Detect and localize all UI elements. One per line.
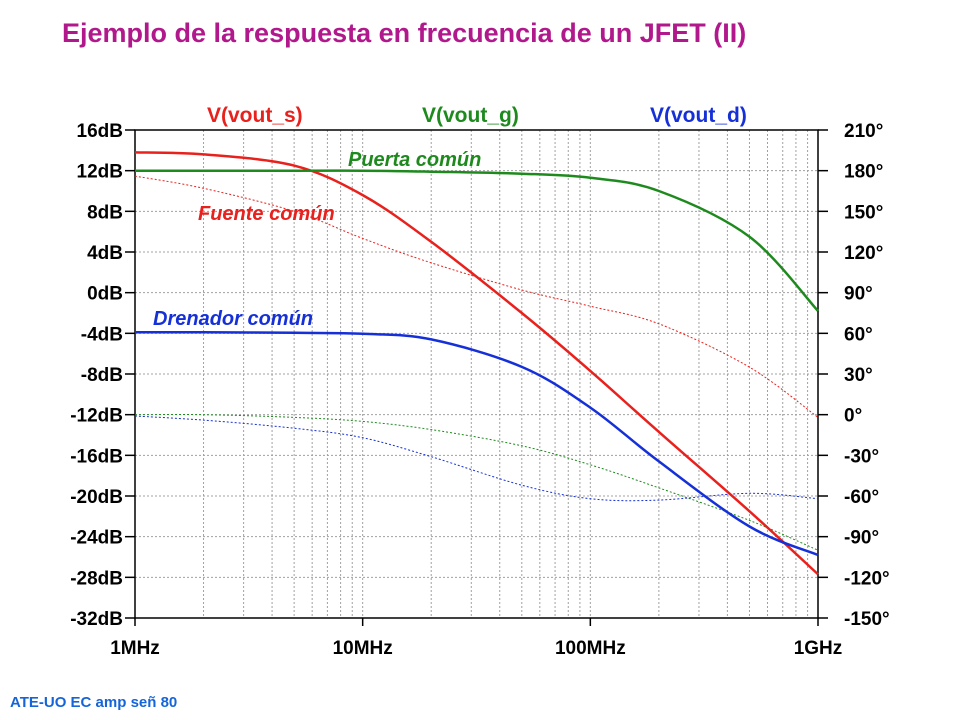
annotations: Puerta común Fuente común Drenador común — [153, 149, 481, 330]
y-left-tick-label: 12dB — [77, 162, 123, 183]
y-right-tick-label: -90° — [844, 528, 879, 549]
legend: V(vout_s) V(vout_g) V(vout_d) — [207, 104, 747, 127]
y-left-tick-label: -20dB — [70, 487, 123, 508]
y-right-tick-label: 90° — [844, 284, 873, 305]
y-left-tick-label: -12dB — [70, 406, 123, 427]
y-left-tick-label: -24dB — [70, 528, 123, 549]
y-left-tick-label: 16dB — [77, 121, 123, 142]
tick-labels: 16dB 12dB 8dB 4dB 0dB -4dB -8dB -12dB -16dB -20dB… — [70, 121, 889, 659]
y-right-tick-label: 30° — [844, 365, 873, 386]
y-right-tick-label: -150° — [844, 609, 890, 630]
annotation-drenador-comun: Drenador común — [153, 308, 313, 330]
y-right-tick-label: 180° — [844, 162, 883, 183]
footer-text: ATE-UO EC amp señ 80 — [10, 694, 178, 711]
y-right-tick-label: -30° — [844, 446, 879, 467]
slide-title: Ejemplo de la respuesta en frecuencia de… — [62, 18, 747, 48]
y-left-tick-label: -28dB — [70, 568, 123, 589]
y-right-tick-label: 60° — [844, 324, 873, 345]
grid — [134, 129, 818, 619]
y-left-tick-label: 4dB — [87, 243, 123, 264]
magnitude-curves — [134, 151, 819, 576]
y-left-tick-label: -32dB — [70, 609, 123, 630]
phase-curves — [134, 175, 819, 551]
annotation-fuente-comun: Fuente común — [198, 203, 335, 225]
x-tick-label: 1MHz — [110, 638, 160, 659]
legend-vout-d: V(vout_d) — [650, 104, 747, 127]
x-tick-label: 10MHz — [333, 638, 393, 659]
y-right-tick-label: 210° — [844, 121, 883, 142]
y-left-tick-label: -4dB — [81, 324, 123, 345]
phase-line-vout-d — [134, 415, 819, 502]
y-left-tick-label: 8dB — [87, 202, 123, 223]
y-left-tick-label: 0dB — [87, 284, 123, 305]
y-left-tick-label: -8dB — [81, 365, 123, 386]
y-right-tick-label: 150° — [844, 202, 883, 223]
magnitude-line-vout-g — [135, 169, 819, 312]
magnitude-line-vout-d — [134, 331, 819, 557]
x-tick-label: 100MHz — [555, 638, 626, 659]
phase-line-vout-g — [134, 413, 819, 551]
y-right-tick-label: 0° — [844, 406, 862, 427]
y-right-tick-label: -120° — [844, 568, 890, 589]
annotation-puerta-comun: Puerta común — [348, 149, 481, 171]
x-tick-label: 1GHz — [794, 638, 843, 659]
magnitude-line-vout-s — [134, 151, 819, 576]
legend-vout-g: V(vout_g) — [422, 104, 519, 127]
y-left-tick-label: -16dB — [70, 446, 123, 467]
y-right-tick-label: -60° — [844, 487, 879, 508]
legend-vout-s: V(vout_s) — [207, 104, 303, 127]
y-right-tick-label: 120° — [844, 243, 883, 264]
